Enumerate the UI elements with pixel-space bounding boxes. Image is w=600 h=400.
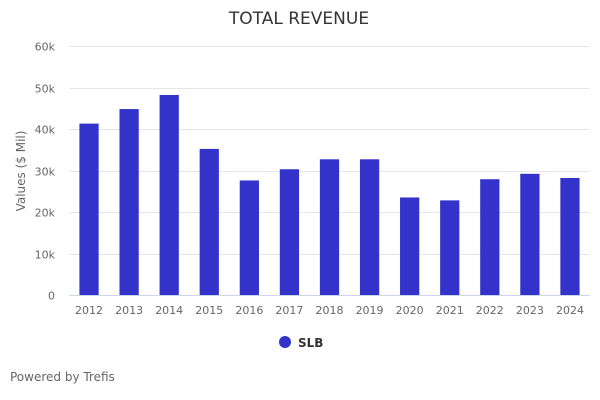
x-tick-label: 2022: [476, 304, 504, 317]
chart-title: TOTAL REVENUE: [228, 9, 369, 29]
x-tick-label: 2021: [436, 304, 464, 317]
y-tick-label: 40k: [35, 124, 56, 137]
bar-2016[interactable]: [239, 180, 259, 295]
bar-2012[interactable]: [79, 123, 99, 295]
x-tick-label: 2013: [115, 304, 143, 317]
x-tick-label: 2017: [275, 304, 303, 317]
y-tick-label: 30k: [35, 166, 56, 179]
legend[interactable]: SLB: [279, 336, 323, 350]
bar-2018[interactable]: [319, 159, 340, 295]
y-tick-label: 10k: [35, 249, 56, 262]
legend-label[interactable]: SLB: [298, 336, 323, 350]
x-axis-ticks: 2012 2013 2014 2015 2016 2017 2018 2019 2020 2021…: [75, 304, 584, 317]
y-tick-label: 0: [48, 290, 55, 303]
y-axis-ticks: 0 10k 20k 30k 40k 50k 60k: [35, 41, 56, 303]
x-tick-label: 2014: [155, 304, 183, 317]
bar-2021[interactable]: [440, 200, 460, 295]
bar-2024[interactable]: [560, 177, 580, 295]
y-tick-label: 50k: [35, 83, 56, 96]
y-axis-label: Values ($ Mil): [14, 131, 28, 212]
y-tick-label: 20k: [35, 207, 56, 220]
bar-2023[interactable]: [520, 173, 540, 295]
bar-2013[interactable]: [119, 109, 139, 295]
x-tick-label: 2023: [516, 304, 544, 317]
bar-2019[interactable]: [359, 159, 380, 295]
powered-by-credit[interactable]: Powered by Trefis: [10, 370, 115, 384]
x-tick-label: 2018: [316, 304, 344, 317]
legend-marker-icon: [279, 336, 291, 348]
x-tick-label: 2020: [396, 304, 424, 317]
bar-2020[interactable]: [400, 197, 420, 295]
y-tick-label: 60k: [35, 41, 56, 54]
bar-2015[interactable]: [199, 148, 219, 295]
x-tick-label: 2019: [356, 304, 384, 317]
x-tick-label: 2024: [556, 304, 584, 317]
bars: [79, 94, 580, 295]
x-tick-label: 2012: [75, 304, 103, 317]
x-tick-label: 2016: [235, 304, 263, 317]
x-tick-label: 2015: [195, 304, 223, 317]
bar-2014[interactable]: [159, 94, 179, 295]
bar-2017[interactable]: [279, 169, 300, 295]
bar-2022[interactable]: [480, 179, 500, 295]
